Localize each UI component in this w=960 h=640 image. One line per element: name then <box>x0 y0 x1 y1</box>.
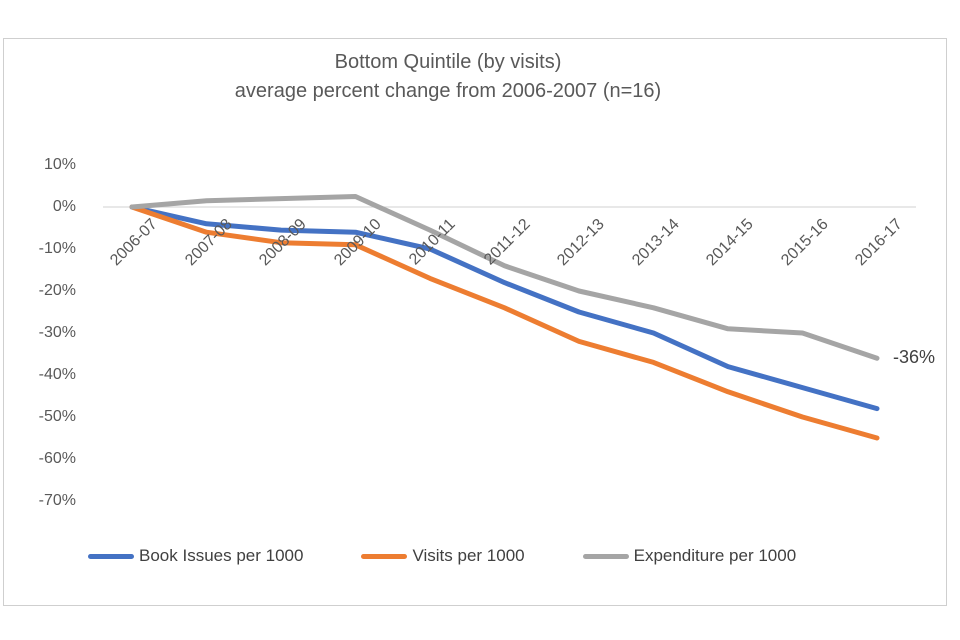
y-axis-tick-label: -20% <box>38 282 76 299</box>
y-axis-tick-label: -30% <box>38 324 76 341</box>
legend-swatch-expenditure <box>582 553 629 559</box>
chart-title-block: Bottom Quintile (by visits) average perc… <box>3 48 893 106</box>
legend-swatch-book-issues <box>88 553 134 559</box>
data-label-annotation: -36% <box>893 347 936 367</box>
legend-label: Visits per 1000 <box>412 546 525 565</box>
y-axis-tick-label: -70% <box>38 492 76 509</box>
chart-subtitle: average percent change from 2006-2007 (n… <box>234 80 662 102</box>
legend: Book Issues per 1000 Visits per 1000 Exp… <box>88 545 796 567</box>
series-line-book-issues-per-1000 <box>129 204 880 412</box>
y-axis-tick-label: 0% <box>52 198 76 215</box>
series-line-visits-per-1000 <box>129 204 880 441</box>
chart-title: Bottom Quintile (by visits) <box>334 51 562 73</box>
chart-frame <box>3 38 947 606</box>
legend-label: Book Issues per 1000 <box>139 546 304 565</box>
y-axis-tick-label: -60% <box>38 450 76 467</box>
y-axis-tick-label: 10% <box>43 156 76 173</box>
legend-label: Expenditure per 1000 <box>633 546 797 565</box>
legend-item-expenditure: Expenditure per 1000 <box>582 546 797 566</box>
legend-item-book-issues: Book Issues per 1000 <box>88 546 303 566</box>
legend-swatch-visits <box>361 553 408 559</box>
y-axis-tick-label: -50% <box>38 408 76 425</box>
y-axis-tick-label: -40% <box>38 366 76 383</box>
legend-item-visits: Visits per 1000 <box>361 546 525 566</box>
series-line-expenditure-per-1000 <box>129 194 880 361</box>
y-axis-tick-label: -10% <box>38 240 76 257</box>
